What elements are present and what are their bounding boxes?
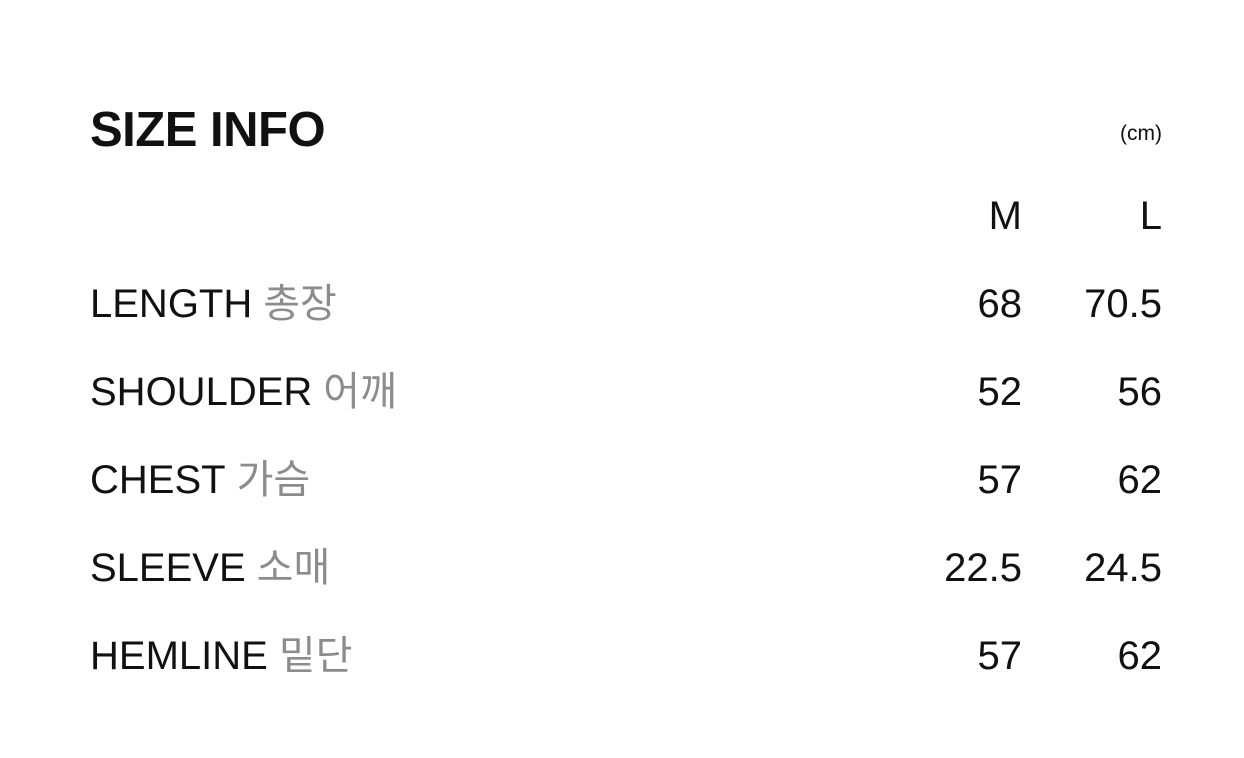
value-sleeve-m: 22.5 [944, 546, 1022, 590]
measurement-label-en: SLEEVE [90, 546, 246, 590]
table-row: SHOULDER 어깨 52 56 [90, 348, 1162, 436]
value-length-m: 68 [977, 282, 1023, 326]
column-header-size-m: M [988, 194, 1022, 238]
size-table-head: M L [90, 172, 1162, 260]
measurement-label-chest: CHEST 가슴 [90, 436, 882, 524]
measurement-label-ko: 밑단 [278, 634, 353, 678]
value-shoulder-m: 52 [977, 370, 1023, 414]
size-info-panel: SIZE INFO (cm) M L LENGTH 총장 68 70.5 [90, 0, 1162, 758]
value-hemline-l: 62 [1117, 634, 1163, 678]
table-row: CHEST 가슴 57 62 [90, 436, 1162, 524]
measurement-label-sleeve: SLEEVE 소매 [90, 524, 882, 612]
page-title: SIZE INFO [90, 103, 326, 157]
value-chest-l: 62 [1117, 458, 1163, 502]
column-header-size-l: L [1139, 194, 1162, 238]
measurement-label-en: HEMLINE [90, 634, 268, 678]
measurement-label-hemline: HEMLINE 밑단 [90, 612, 882, 700]
measurement-label-ko: 가슴 [236, 458, 311, 502]
measurement-label-ko: 소매 [256, 546, 331, 590]
size-info-header: SIZE INFO (cm) [90, 100, 1162, 170]
value-chest-m: 57 [977, 458, 1023, 502]
table-header-row: M L [90, 172, 1162, 260]
measurement-label-en: SHOULDER [90, 370, 313, 414]
column-header-measurement [90, 172, 882, 260]
measurement-label-length: LENGTH 총장 [90, 260, 882, 348]
table-row: LENGTH 총장 68 70.5 [90, 260, 1162, 348]
value-hemline-m: 57 [977, 634, 1023, 678]
size-table: M L LENGTH 총장 68 70.5 SHOULDER 어깨 52 56 [90, 172, 1162, 700]
value-shoulder-l: 56 [1117, 370, 1163, 414]
measurement-label-shoulder: SHOULDER 어깨 [90, 348, 882, 436]
value-sleeve-l: 24.5 [1084, 546, 1162, 590]
size-table-body: LENGTH 총장 68 70.5 SHOULDER 어깨 52 56 CHEST 가… [90, 260, 1162, 700]
measurement-label-ko: 어깨 [323, 370, 397, 414]
measurement-label-ko: 총장 [263, 282, 337, 326]
value-length-l: 70.5 [1084, 282, 1162, 326]
table-row: HEMLINE 밑단 57 62 [90, 612, 1162, 700]
measurement-label-en: LENGTH [90, 282, 253, 326]
table-row: SLEEVE 소매 22.5 24.5 [90, 524, 1162, 612]
unit-label: (cm) [1120, 122, 1162, 145]
measurement-label-en: CHEST [90, 458, 226, 502]
